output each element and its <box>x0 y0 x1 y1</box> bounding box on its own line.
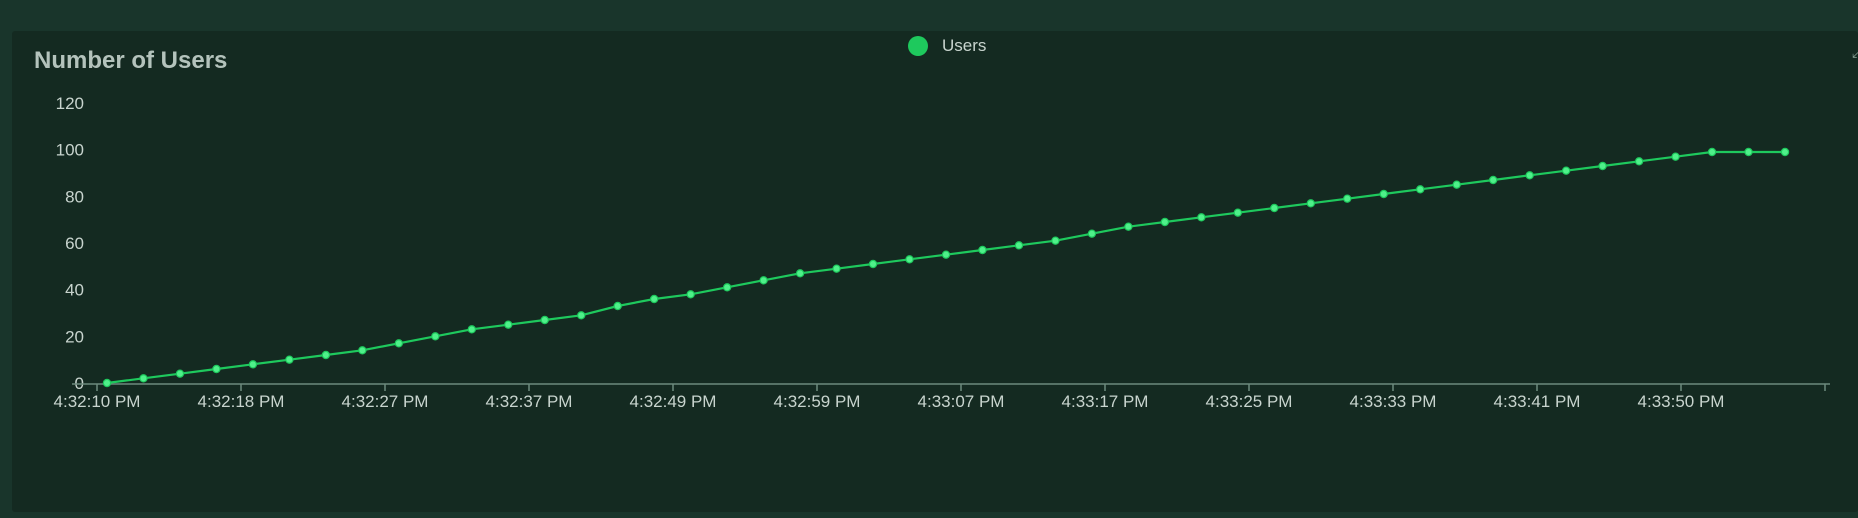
data-point[interactable] <box>540 315 549 325</box>
data-point[interactable] <box>1598 161 1607 171</box>
data-point[interactable] <box>1416 185 1425 194</box>
line-chart: 020406080100120 4:32:10 PM4:32:18 PM4:32… <box>54 94 1830 411</box>
data-point[interactable] <box>1233 208 1243 217</box>
data-point[interactable] <box>1124 222 1133 231</box>
x-tick-label: 4:32:49 PM <box>630 392 717 411</box>
data-point[interactable] <box>1343 194 1352 203</box>
x-tick-label: 4:32:27 PM <box>342 392 429 411</box>
data-point[interactable] <box>394 339 404 348</box>
data-point[interactable] <box>358 346 367 355</box>
x-axis: 4:32:10 PM 4:32:18 PM 4:32:27 PM 4:32:37 PM… <box>54 383 1830 411</box>
data-point[interactable] <box>1197 213 1206 222</box>
data-point[interactable] <box>1087 229 1097 238</box>
data-point[interactable] <box>1780 147 1790 157</box>
chart-panel: Number of Users Users ⤢ 020406080100120 … <box>12 31 1858 512</box>
data-point[interactable] <box>1525 171 1534 180</box>
x-tick-label: 4:32:37 PM <box>486 392 573 411</box>
data-point[interactable] <box>1707 147 1717 157</box>
data-point[interactable] <box>1634 157 1644 166</box>
x-tick-label: 4:33:25 PM <box>1206 392 1293 411</box>
x-tick-label: 4:33:07 PM <box>918 392 1005 411</box>
data-point[interactable] <box>649 294 659 304</box>
y-axis: 020406080100120 <box>56 94 84 393</box>
y-tick-label: 40 <box>65 281 84 300</box>
data-point[interactable] <box>248 360 258 369</box>
y-tick-label: 80 <box>65 187 84 206</box>
data-point[interactable] <box>139 374 148 383</box>
data-point[interactable] <box>1379 189 1388 199</box>
x-tick-label: 4:33:33 PM <box>1350 392 1437 411</box>
x-tick-label: 4:33:17 PM <box>1062 392 1149 411</box>
x-tick-label: 4:33:41 PM <box>1494 392 1581 411</box>
data-point[interactable] <box>759 276 768 285</box>
data-point[interactable] <box>285 355 294 364</box>
data-point[interactable] <box>1014 241 1024 250</box>
data-point[interactable] <box>832 264 841 273</box>
data-point[interactable] <box>1270 203 1279 213</box>
legend-marker-users <box>908 36 928 56</box>
data-point[interactable] <box>722 283 732 292</box>
data-point[interactable] <box>102 378 112 388</box>
data-point[interactable] <box>1051 236 1060 245</box>
data-point[interactable] <box>431 332 440 341</box>
data-point[interactable] <box>1744 147 1753 157</box>
data-point[interactable] <box>686 290 695 299</box>
legend[interactable]: Users <box>908 36 986 56</box>
data-point[interactable] <box>577 311 586 320</box>
data-point[interactable] <box>504 320 513 329</box>
data-point[interactable] <box>978 245 987 255</box>
x-tick-label: 4:32:18 PM <box>198 392 285 411</box>
y-tick-label: 20 <box>65 327 84 346</box>
data-point[interactable] <box>1488 175 1498 185</box>
y-tick-label: 100 <box>56 141 84 160</box>
data-point[interactable] <box>795 269 805 278</box>
data-point[interactable] <box>1452 180 1461 189</box>
data-point[interactable] <box>941 250 951 259</box>
data-point[interactable] <box>613 301 622 311</box>
data-point[interactable] <box>1671 152 1680 161</box>
data-point[interactable] <box>1561 166 1571 175</box>
x-tick-label: 4:32:10 PM <box>54 392 141 411</box>
series-layer <box>102 147 1790 388</box>
legend-label-users: Users <box>942 36 987 55</box>
data-point[interactable] <box>868 259 878 269</box>
x-tick-label: 4:33:50 PM <box>1638 392 1725 411</box>
y-tick-label: 120 <box>56 94 84 113</box>
data-point[interactable] <box>1160 217 1170 227</box>
data-point[interactable] <box>467 325 476 334</box>
data-point[interactable] <box>175 369 185 378</box>
chart-title: Number of Users <box>34 47 228 74</box>
data-point[interactable] <box>321 350 331 360</box>
x-tick-label: 4:32:59 PM <box>774 392 861 411</box>
expand-icon[interactable]: ⤢ <box>1852 45 1858 59</box>
data-point[interactable] <box>905 255 914 264</box>
y-tick-label: 60 <box>65 234 84 253</box>
data-point[interactable] <box>1306 199 1315 208</box>
data-point[interactable] <box>212 364 221 374</box>
